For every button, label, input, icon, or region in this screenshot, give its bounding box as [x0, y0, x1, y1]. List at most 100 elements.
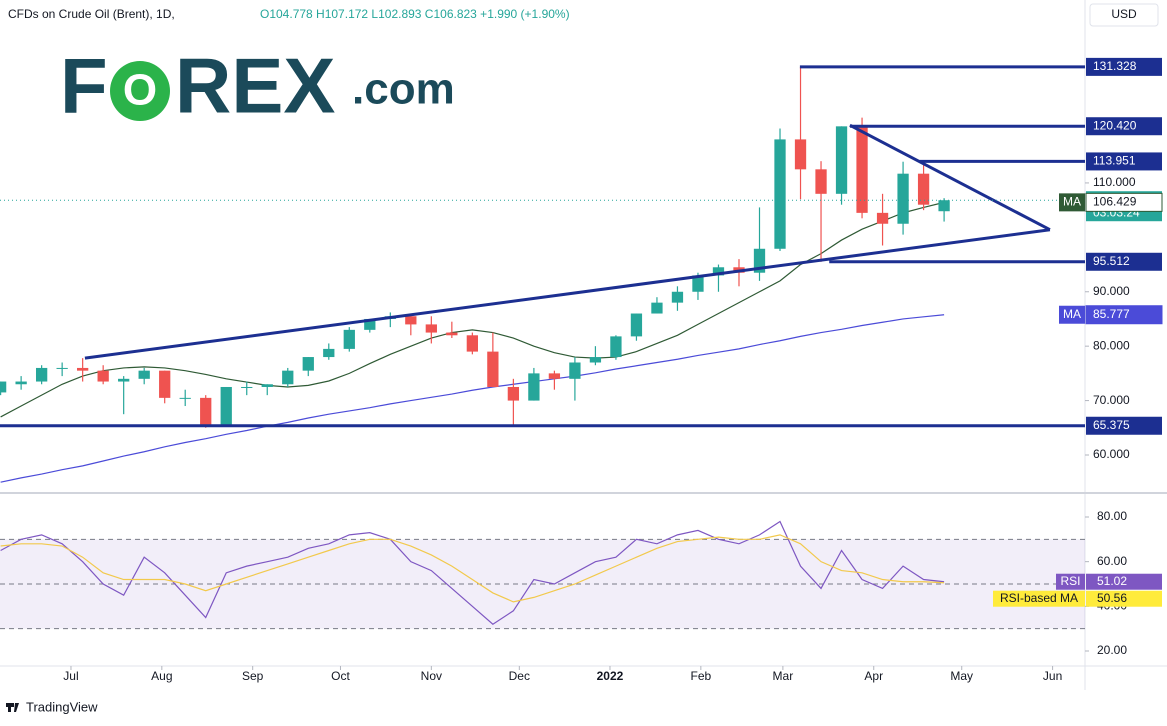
- footer-logo: [6, 703, 19, 712]
- level-label-box: [1086, 117, 1162, 136]
- series-value-box: [1085, 305, 1163, 325]
- series-value: 51.02: [1097, 574, 1127, 588]
- candle-body: [897, 173, 909, 224]
- candle-body: [15, 381, 27, 385]
- candle-body: [507, 386, 520, 401]
- candle-body: [569, 362, 581, 379]
- level-label: 65.375: [1093, 418, 1130, 432]
- candle-body: [938, 200, 950, 212]
- series-value-box: [1085, 192, 1163, 212]
- candle-body: [774, 139, 786, 249]
- candle-body: [446, 332, 458, 336]
- candle-body: [548, 373, 561, 379]
- logo-text: REX: [175, 42, 335, 130]
- candle-body: [671, 291, 684, 303]
- candle-body: [77, 367, 89, 371]
- candle-body: [466, 335, 478, 352]
- candle-body: [179, 397, 191, 399]
- candle-body: [405, 316, 417, 325]
- rsi-line: [0, 534, 945, 603]
- candle-body: [97, 370, 109, 382]
- candle-body: [630, 313, 643, 337]
- footer-brand: TradingView: [26, 699, 98, 714]
- series-value: 85.777: [1093, 307, 1130, 321]
- candle-body: [651, 302, 663, 314]
- series-value: 106.429: [1093, 195, 1137, 209]
- level-label: 131.328: [1093, 59, 1137, 73]
- y-tick-label: 60.00: [1097, 554, 1127, 568]
- x-tick-label: Jul: [63, 669, 78, 683]
- candle-body: [200, 397, 212, 426]
- x-tick-label: Aug: [151, 669, 172, 683]
- level-label-box: [1086, 57, 1162, 76]
- currency[interactable]: USD: [1111, 7, 1137, 21]
- level-label: 95.512: [1093, 254, 1130, 268]
- level-label: 113.951: [1093, 154, 1136, 168]
- currency-button[interactable]: [1089, 3, 1159, 27]
- x-tick-label: Dec: [509, 669, 530, 683]
- moving-average: [0, 314, 945, 483]
- series-tag: RSI-based MA: [1000, 591, 1078, 605]
- candle-body: [815, 169, 827, 194]
- x-tick-label: Jun: [1043, 669, 1062, 683]
- candle-body: [425, 324, 437, 333]
- series-value-box: [1086, 590, 1162, 607]
- candle-body: [261, 384, 273, 387]
- level-label-box: [1086, 252, 1162, 271]
- candle-body: [56, 367, 68, 369]
- x-tick-label: Apr: [864, 669, 883, 683]
- candle-body: [138, 370, 150, 379]
- rsi-line: [0, 520, 945, 625]
- candle-body: [712, 267, 725, 276]
- x-tick-label: Nov: [421, 669, 442, 683]
- candle-body: [835, 126, 848, 194]
- candle-body: [282, 370, 294, 385]
- candle-body: [35, 367, 48, 382]
- series-tag: RSI: [1060, 574, 1080, 588]
- y-tick-label: 80.00: [1097, 509, 1127, 523]
- y-tick-label: 70.000: [1093, 393, 1130, 407]
- candle-body: [528, 373, 540, 401]
- series-value-box: [1086, 573, 1162, 590]
- x-tick-label: 2022: [597, 669, 624, 683]
- logo: F O REX .com: [60, 42, 455, 130]
- candle-body: [917, 173, 930, 205]
- candle-body: [302, 357, 314, 371]
- series-tag: MA: [1063, 195, 1081, 209]
- logo-text: O: [123, 66, 157, 115]
- y-tick-label: 60.000: [1093, 447, 1130, 461]
- candle-body: [610, 336, 622, 358]
- y-tick-label: 90.000: [1093, 284, 1130, 298]
- candle-body: [118, 378, 130, 382]
- candle-body: [220, 386, 232, 426]
- x-tick-label: Mar: [773, 669, 794, 683]
- candle-body: [692, 275, 704, 292]
- candle-body: [241, 386, 253, 388]
- candle-body: [589, 357, 602, 363]
- candle-body: [159, 370, 171, 398]
- level-label-box: [1086, 416, 1162, 435]
- candle-body: [487, 351, 499, 387]
- level-label: 120.420: [1093, 118, 1137, 132]
- moving-average: [0, 201, 945, 418]
- series-tag-box: [1059, 305, 1085, 324]
- logo-text: F: [60, 42, 108, 130]
- candle-body: [753, 248, 766, 273]
- y-tick-label: 80.000: [1093, 338, 1130, 352]
- candle-body: [0, 381, 7, 393]
- candle-body: [323, 348, 335, 358]
- candle-body: [794, 139, 807, 170]
- ohlc: O104.778 H107.172 L102.893 C106.823 +1.9…: [260, 7, 570, 21]
- series-tag: MA: [1063, 307, 1081, 321]
- x-tick-label: May: [950, 669, 973, 683]
- series-value: 50.56: [1097, 591, 1127, 605]
- candle-body: [856, 126, 868, 213]
- level-label-box: [1086, 152, 1162, 171]
- candle-body: [343, 329, 355, 349]
- series-tag-box: [993, 590, 1085, 607]
- x-tick-label: Oct: [331, 669, 350, 683]
- x-tick-label: Feb: [690, 669, 711, 683]
- x-tick-label: Sep: [242, 669, 264, 683]
- logo-circle: [110, 61, 170, 121]
